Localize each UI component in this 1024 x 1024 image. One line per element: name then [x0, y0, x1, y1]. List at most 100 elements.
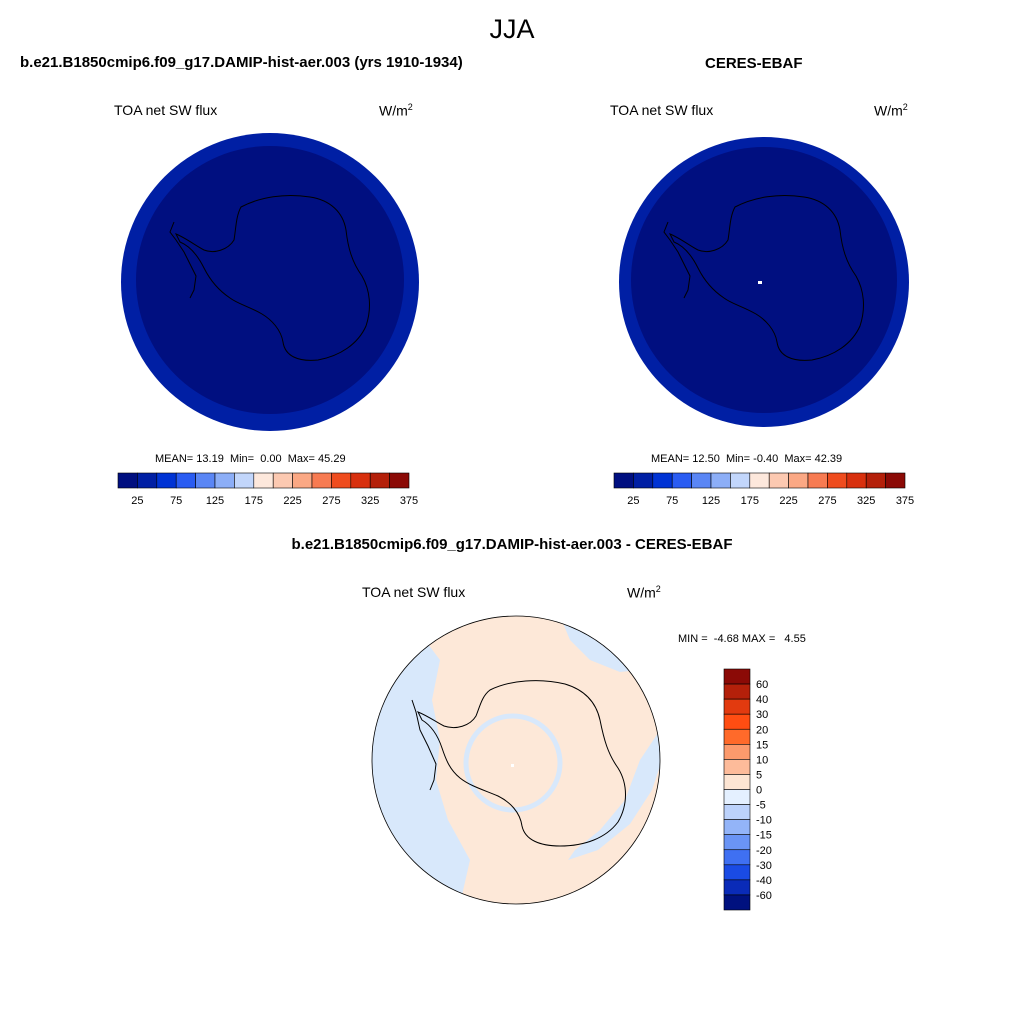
panel-2-colorbar-box — [613, 472, 634, 489]
panel-2-inner-field — [631, 147, 897, 413]
panel-1-colorbar-tick-label: 275 — [322, 495, 340, 507]
panel-2-colorbar-box — [865, 472, 886, 489]
panel-3-peninsula-coastline — [411, 699, 437, 791]
panel-2-colorbar-box — [846, 472, 867, 489]
panel-3-colorbar-tick-label: -30 — [756, 860, 772, 872]
panel-2-pole-missing-data — [758, 281, 762, 284]
panel-2-colorbar-tick-label: 375 — [896, 495, 914, 507]
panel-3-colorbar-box — [723, 774, 751, 790]
panel-2-colorbar-box — [633, 472, 654, 489]
panel-1-colorbar-box — [156, 472, 177, 489]
panel-2-colorbar-box — [807, 472, 828, 489]
panel-3-colorbar-box — [723, 834, 751, 851]
panel-3-negative-region-west — [372, 640, 470, 904]
panel-1-colorbar-box — [117, 472, 138, 489]
panel-3-colorbar-tick-label: 60 — [756, 679, 768, 691]
panel-2-antarctica-coastline — [668, 194, 864, 361]
panel-2-colorbar-tick-label: 25 — [627, 495, 639, 507]
panel-3-colorbar-tick-label: 10 — [756, 754, 768, 766]
panel-1-variable-label: TOA net SW flux — [114, 102, 218, 118]
panel-3-colorbar-box — [723, 683, 751, 700]
panel-3-colorbar-box — [723, 668, 751, 685]
panel-2-colorbar-box — [749, 472, 770, 489]
panel-1-colorbar-tick-label: 75 — [170, 495, 182, 507]
panel-3-colorbar-tick-label: 20 — [756, 724, 768, 736]
panel-1-colorbar-box — [369, 472, 390, 489]
panel-3-colorbar-box — [723, 804, 751, 820]
panel-3-colorbar-tick-label: -5 — [756, 800, 766, 812]
panel-3-pole-missing-data — [511, 764, 514, 767]
panel-2-colorbar-box — [788, 472, 809, 489]
panel-3-colorbar-box — [723, 879, 751, 896]
panel-2-variable-label: TOA net SW flux — [610, 102, 714, 118]
panel-2-colorbar-tick-label: 175 — [741, 495, 759, 507]
panel-1-colorbar-box — [292, 472, 313, 489]
panel-2-colorbar-tick-label: 125 — [702, 495, 720, 507]
panel-3-colorbar-box — [723, 713, 751, 730]
panel-1-colorbar-box — [214, 472, 235, 489]
panel-1-colorbar-tick-label: 125 — [206, 495, 224, 507]
panel-2-colorbar-tick-label: 275 — [818, 495, 836, 507]
panel-3-colorbar-tick-label: 30 — [756, 709, 768, 721]
panel-2-colorbar-box — [691, 472, 712, 489]
panel-1-colorbar-tick-label: 225 — [283, 495, 301, 507]
panel-2-map — [619, 137, 909, 427]
panel-1-title: b.e21.B1850cmip6.f09_g17.DAMIP-hist-aer.… — [20, 54, 463, 71]
panel-1-colorbar-box — [137, 472, 158, 489]
panel-3-colorbar-box — [723, 759, 751, 775]
panel-3-title: b.e21.B1850cmip6.f09_g17.DAMIP-hist-aer.… — [291, 536, 733, 553]
panel-2-peninsula-coastline — [663, 221, 691, 299]
panel-2-stats: MEAN= 12.50 Min= -0.40 Max= 42.39 — [651, 453, 843, 465]
panel-3-colorbar-tick-label: -15 — [756, 830, 772, 842]
panel-2-colorbar-box — [885, 472, 906, 489]
panel-2-colorbar-box — [827, 472, 848, 489]
panel-2-colorbar-tick-label: 225 — [779, 495, 797, 507]
panel-2-colorbar: 25 75 125 175 225 275 325 375 — [613, 472, 914, 507]
panel-1-peninsula-coastline — [169, 221, 197, 299]
panel-1-colorbar-box — [234, 472, 255, 489]
panel-1-colorbar: 25 75 125 175 225 275 325 375 — [117, 472, 418, 507]
panel-2-colorbar-box — [730, 472, 751, 489]
panel-3-colorbar-tick-label: -10 — [756, 815, 772, 827]
panel-1-colorbar-tick-label: 375 — [400, 495, 418, 507]
panel-2-units: W/m2 — [874, 102, 908, 119]
panel-3-colorbar-box — [723, 744, 751, 760]
panel-3-colorbar-box — [723, 849, 751, 866]
panel-3-colorbar-tick-label: -60 — [756, 890, 772, 902]
panel-1-inner-field — [136, 146, 404, 414]
panel-3-colorbar: 60 40 30 20 15 10 5 0 -5 -10 -15 -20 -30 -40 -60 — [723, 668, 772, 911]
panel-1-colorbar-box — [389, 472, 410, 489]
panel-2-colorbar-tick-label: 75 — [666, 495, 678, 507]
panel-1-units: W/m2 — [379, 102, 413, 119]
panel-3-variable-label: TOA net SW flux — [362, 584, 466, 600]
panel-2-colorbar-box — [710, 472, 731, 489]
panel-3-negative-ring — [463, 713, 563, 813]
panel-3-colorbar-tick-label: 40 — [756, 694, 768, 706]
panel-3-colorbar-box — [723, 789, 751, 805]
panel-3-colorbar-box — [723, 728, 751, 745]
panel-3-colorbar-tick-label: 15 — [756, 739, 768, 751]
panel-3-colorbar-box — [723, 698, 751, 715]
panel-1-colorbar-box — [350, 472, 371, 489]
panel-1-colorbar-box — [253, 472, 274, 489]
panel-1-colorbar-tick-label: 25 — [131, 495, 143, 507]
panel-3-units: W/m2 — [627, 584, 661, 601]
panel-2-colorbar-tick-label: 325 — [857, 495, 875, 507]
panel-2-colorbar-box — [671, 472, 692, 489]
panel-3-negative-region-east — [568, 730, 660, 860]
panel-1-colorbar-box — [195, 472, 216, 489]
panel-2-title: CERES-EBAF — [705, 55, 803, 72]
panel-1-map — [121, 133, 419, 431]
panel-1-colorbar-tick-label: 175 — [245, 495, 263, 507]
panel-3-colorbar-tick-label: 5 — [756, 769, 762, 781]
panel-1-colorbar-box — [331, 472, 352, 489]
panel-3-antarctica-coastline — [416, 680, 626, 847]
panel-1-colorbar-tick-label: 325 — [361, 495, 379, 507]
panel-1-colorbar-box — [311, 472, 332, 489]
panel-3-map-border — [371, 615, 661, 905]
panel-2-colorbar-box — [768, 472, 789, 489]
panel-3-colorbar-tick-label: 0 — [756, 785, 762, 797]
panel-1-colorbar-box — [175, 472, 196, 489]
panel-3-colorbar-box — [723, 894, 751, 911]
